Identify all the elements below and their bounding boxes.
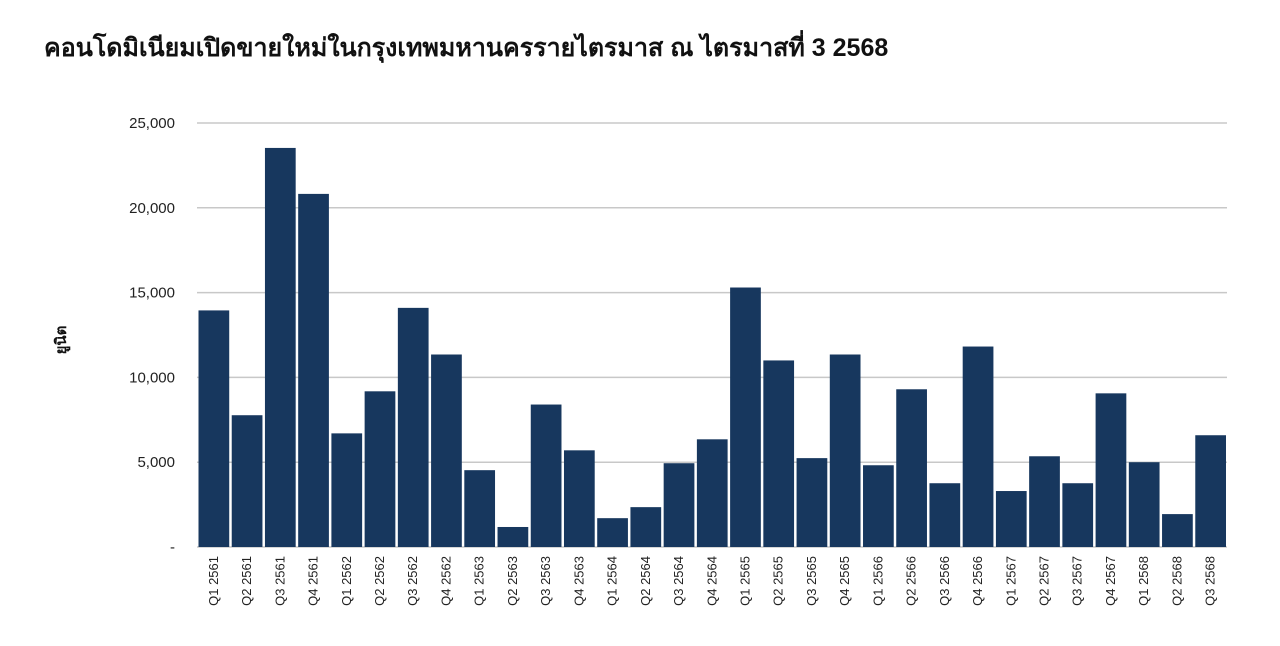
y-tick-label: 20,000 — [129, 200, 175, 217]
bar — [231, 415, 263, 547]
x-tick-label: Q1 2565 — [737, 556, 752, 606]
x-tick-label: Q2 2563 — [505, 556, 520, 606]
x-tick-label: Q2 2565 — [771, 556, 786, 606]
x-tick-label: Q4 2565 — [837, 556, 852, 606]
bar — [730, 287, 761, 547]
x-tick-label: Q1 2566 — [870, 556, 885, 606]
x-tick-label: Q1 2562 — [339, 556, 354, 606]
bar — [995, 491, 1027, 547]
bar — [1195, 435, 1226, 547]
bar — [198, 310, 230, 547]
bar — [630, 507, 662, 547]
x-tick-label: Q4 2566 — [970, 556, 985, 606]
y-tick-label: 10,000 — [129, 369, 175, 386]
bar — [530, 404, 562, 547]
y-tick-label: 5,000 — [137, 454, 175, 471]
bar — [896, 389, 927, 547]
bar — [331, 433, 363, 547]
x-tick-label: Q3 2567 — [1070, 556, 1085, 606]
x-tick-label: Q2 2568 — [1169, 556, 1184, 606]
bar — [464, 470, 496, 547]
bar — [829, 354, 861, 547]
y-tick-label: - — [170, 539, 175, 556]
bar — [563, 450, 595, 547]
bar — [397, 307, 429, 547]
bar — [1062, 483, 1094, 547]
x-tick-label: Q1 2568 — [1136, 556, 1151, 606]
y-axis-label: ยูนิต — [52, 326, 71, 355]
bar — [863, 465, 894, 547]
bar — [663, 463, 695, 547]
x-tick-label: Q3 2568 — [1203, 556, 1218, 606]
bar — [1029, 456, 1060, 547]
bar — [1095, 393, 1127, 547]
x-tick-label: Q3 2561 — [272, 556, 287, 606]
y-tick-label: 15,000 — [129, 285, 175, 302]
x-tick-label: Q2 2566 — [904, 556, 919, 606]
y-tick-label: 25,000 — [129, 115, 175, 132]
bar — [796, 458, 828, 547]
x-tick-label: Q2 2562 — [372, 556, 387, 606]
bar — [763, 360, 795, 547]
x-tick-label: Q3 2565 — [804, 556, 819, 606]
bar — [364, 391, 396, 547]
bar — [1162, 514, 1193, 547]
x-tick-label: Q2 2561 — [239, 556, 254, 606]
x-tick-label: Q3 2563 — [538, 556, 553, 606]
x-tick-label: Q3 2566 — [937, 556, 952, 606]
bar — [431, 354, 462, 547]
bar — [597, 518, 628, 547]
bar — [962, 346, 994, 547]
x-tick-label: Q4 2567 — [1103, 556, 1118, 606]
x-tick-label: Q4 2561 — [306, 556, 321, 606]
x-tick-label: Q4 2563 — [571, 556, 586, 606]
bar — [298, 193, 329, 547]
x-tick-label: Q4 2562 — [438, 556, 453, 606]
bar — [1128, 462, 1160, 547]
chart-title: คอนโดมิเนียมเปิดขายใหม่ในกรุงเทพมหานครรา… — [44, 34, 889, 62]
x-tick-label: Q1 2563 — [472, 556, 487, 606]
x-tick-label: Q4 2564 — [704, 556, 719, 606]
x-tick-label: Q1 2561 — [206, 556, 221, 606]
x-tick-label: Q2 2567 — [1037, 556, 1052, 606]
bar — [264, 147, 296, 547]
bar — [696, 439, 728, 547]
x-tick-label: Q2 2564 — [638, 556, 653, 606]
x-tick-label: Q3 2562 — [405, 556, 420, 606]
x-tick-label: Q1 2564 — [605, 556, 620, 606]
x-tick-label: Q1 2567 — [1003, 556, 1018, 606]
bar — [497, 526, 529, 547]
bar — [929, 483, 961, 547]
x-tick-label: Q3 2564 — [671, 556, 686, 606]
